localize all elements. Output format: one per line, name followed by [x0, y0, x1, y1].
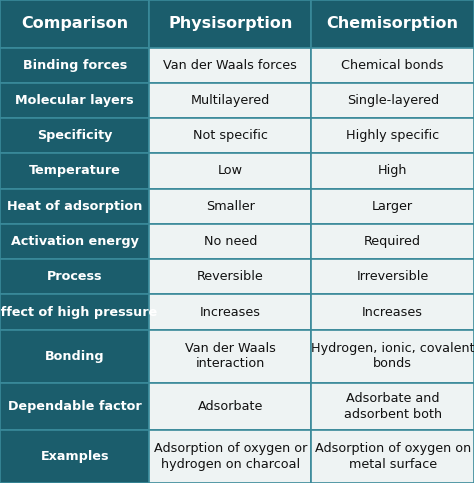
Text: Examples: Examples	[40, 450, 109, 463]
Bar	[0, 189, 149, 224]
Text: Specificity: Specificity	[37, 129, 112, 142]
Bar	[0, 259, 149, 294]
Text: Adsorbate and
adsorbent both: Adsorbate and adsorbent both	[344, 392, 442, 421]
Text: Chemisorption: Chemisorption	[327, 16, 459, 31]
Bar	[149, 294, 311, 329]
Text: Not specific: Not specific	[193, 129, 268, 142]
Bar	[0, 48, 149, 83]
Text: Reversible: Reversible	[197, 270, 264, 283]
Bar	[311, 83, 474, 118]
Bar	[149, 430, 311, 483]
Bar	[311, 383, 474, 430]
Bar	[149, 224, 311, 259]
Bar	[0, 430, 149, 483]
Bar	[311, 189, 474, 224]
Text: Comparison: Comparison	[21, 16, 128, 31]
Bar	[0, 294, 149, 329]
Bar	[311, 118, 474, 154]
Bar	[149, 83, 311, 118]
Bar	[149, 48, 311, 83]
Text: Smaller: Smaller	[206, 200, 255, 213]
Text: Hydrogen, ionic, covalent
bonds: Hydrogen, ionic, covalent bonds	[311, 342, 474, 370]
Bar	[311, 154, 474, 189]
Text: Irreversible: Irreversible	[356, 270, 429, 283]
Text: Increases: Increases	[200, 306, 261, 318]
Text: Adsorption of oxygen on
metal surface: Adsorption of oxygen on metal surface	[315, 442, 471, 471]
Bar	[0, 154, 149, 189]
Bar	[0, 83, 149, 118]
Bar	[0, 383, 149, 430]
Bar	[0, 0, 149, 48]
Text: Chemical bonds: Chemical bonds	[341, 59, 444, 71]
Text: Dependable factor: Dependable factor	[8, 400, 142, 413]
Bar	[311, 430, 474, 483]
Text: Process: Process	[47, 270, 102, 283]
Bar	[311, 224, 474, 259]
Bar	[0, 224, 149, 259]
Bar	[149, 259, 311, 294]
Text: Activation energy: Activation energy	[11, 235, 138, 248]
Text: Heat of adsorption: Heat of adsorption	[7, 200, 142, 213]
Text: Single-layered: Single-layered	[346, 94, 439, 107]
Bar	[311, 0, 474, 48]
Bar	[311, 259, 474, 294]
Bar	[149, 329, 311, 383]
Text: No need: No need	[204, 235, 257, 248]
Bar	[0, 118, 149, 154]
Text: Effect of high pressure: Effect of high pressure	[0, 306, 157, 318]
Bar	[149, 0, 311, 48]
Text: Multilayered: Multilayered	[191, 94, 270, 107]
Bar	[311, 329, 474, 383]
Bar	[0, 329, 149, 383]
Bar	[149, 118, 311, 154]
Bar	[149, 154, 311, 189]
Bar	[311, 48, 474, 83]
Text: High: High	[378, 165, 408, 177]
Text: Molecular layers: Molecular layers	[15, 94, 134, 107]
Text: Adsorbate: Adsorbate	[198, 400, 263, 413]
Text: Adsorption of oxygen or
hydrogen on charcoal: Adsorption of oxygen or hydrogen on char…	[154, 442, 307, 471]
Text: Bonding: Bonding	[45, 350, 104, 363]
Text: Increases: Increases	[362, 306, 423, 318]
Text: Highly specific: Highly specific	[346, 129, 439, 142]
Bar	[149, 383, 311, 430]
Text: Binding forces: Binding forces	[23, 59, 127, 71]
Text: Low: Low	[218, 165, 243, 177]
Text: Larger: Larger	[372, 200, 413, 213]
Text: Required: Required	[364, 235, 421, 248]
Text: Physisorption: Physisorption	[168, 16, 292, 31]
Bar	[149, 189, 311, 224]
Text: Temperature: Temperature	[29, 165, 120, 177]
Bar	[311, 294, 474, 329]
Text: Van der Waals
interaction: Van der Waals interaction	[185, 342, 276, 370]
Text: Van der Waals forces: Van der Waals forces	[164, 59, 297, 71]
